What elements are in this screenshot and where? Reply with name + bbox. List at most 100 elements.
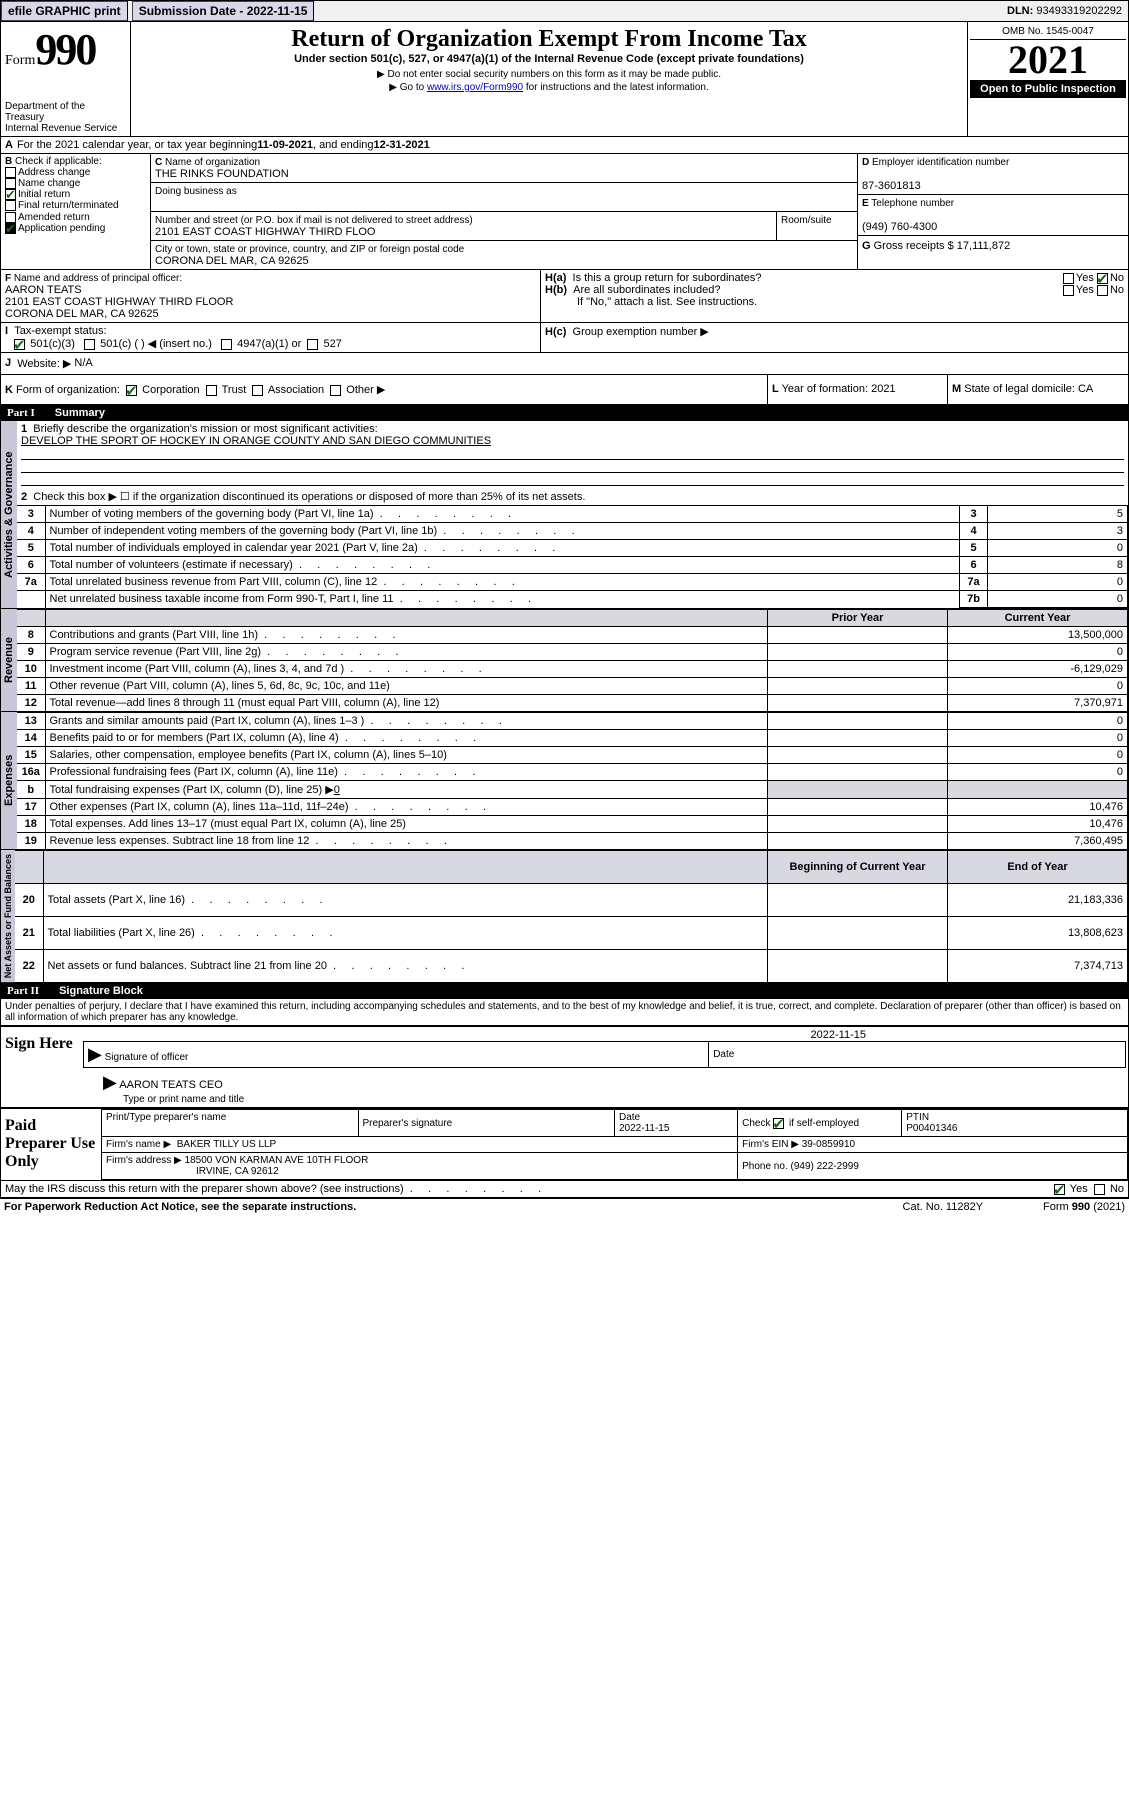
line22-label: Net assets or fund balances. Subtract li…: [48, 960, 465, 972]
dln-value: 93493319202292: [1036, 5, 1122, 17]
f-label: Name and address of principal officer:: [14, 273, 182, 284]
tab-expenses: Expenses: [1, 712, 17, 849]
ein-value: 87-3601813: [862, 180, 921, 192]
check-final-return[interactable]: [5, 200, 16, 211]
line22-value: 7,374,713: [948, 950, 1128, 982]
ptin-label: PTIN: [906, 1112, 929, 1123]
check-other[interactable]: [330, 385, 341, 396]
line16b-value: 0: [334, 784, 340, 796]
check-self-employed[interactable]: [773, 1118, 784, 1129]
part1-bar: Part I Summary: [0, 405, 1129, 421]
line10-label: Investment income (Part VIII, column (A)…: [50, 663, 482, 675]
type-name-label: Type or print name and title: [103, 1094, 244, 1105]
yes-label: Yes: [1076, 272, 1094, 284]
hb-no[interactable]: [1097, 285, 1108, 296]
yes-label-2: Yes: [1076, 284, 1094, 296]
firm-phone-label: Phone no.: [742, 1161, 788, 1172]
paid-preparer-block: Paid Preparer Use Only Print/Type prepar…: [0, 1108, 1129, 1181]
line3-label: Number of voting members of the governin…: [50, 508, 512, 520]
line1-label: Briefly describe the organization's miss…: [33, 423, 377, 435]
j-label: Website: ▶: [17, 357, 71, 370]
d-label: Employer identification number: [872, 157, 1009, 168]
check-self-post: if self-employed: [789, 1118, 859, 1129]
line3-value: 5: [988, 506, 1128, 523]
ha-yes[interactable]: [1063, 273, 1074, 284]
hb-yes[interactable]: [1063, 285, 1074, 296]
line11-label: Other revenue (Part VIII, column (A), li…: [50, 680, 390, 692]
prep-sig-label: Preparer's signature: [363, 1118, 453, 1129]
check-501c3[interactable]: [14, 339, 25, 350]
dln-label: DLN:: [1007, 5, 1033, 17]
check-corp[interactable]: [126, 385, 137, 396]
firm-addr2: IRVINE, CA 92612: [106, 1166, 279, 1177]
check-501c[interactable]: [84, 339, 95, 350]
line7a-value: 0: [988, 574, 1128, 591]
ptin-value: P00401346: [906, 1123, 957, 1134]
b-final: Final return/terminated: [18, 201, 119, 212]
k-corp: Corporation: [142, 384, 199, 396]
line5-label: Total number of individuals employed in …: [50, 542, 556, 554]
check-address-change[interactable]: [5, 167, 16, 178]
may-irs-yes[interactable]: [1054, 1184, 1065, 1195]
check-527[interactable]: [307, 339, 318, 350]
check-app-pending[interactable]: [5, 223, 16, 234]
col-current-year: Current Year: [948, 610, 1128, 627]
i-4947: 4947(a)(1) or: [237, 338, 301, 350]
phone-value: (949) 760-4300: [862, 221, 937, 233]
line20-value: 21,183,336: [948, 884, 1128, 917]
check-4947[interactable]: [221, 339, 232, 350]
i-527: 527: [323, 338, 341, 350]
b-name: Name change: [18, 178, 80, 189]
check-trust[interactable]: [206, 385, 217, 396]
org-address: 2101 EAST COAST HIGHWAY THIRD FLOO: [155, 226, 375, 238]
ha-no[interactable]: [1097, 273, 1108, 284]
line15-value: 0: [948, 747, 1128, 764]
col-beginning: Beginning of Current Year: [768, 851, 948, 884]
efile-print-button[interactable]: efile GRAPHIC print: [1, 1, 128, 21]
officer-name: AARON TEATS: [5, 284, 82, 296]
line7b-value: 0: [988, 591, 1128, 608]
form990-link[interactable]: www.irs.gov/Form990: [427, 82, 523, 93]
line7b-label: Net unrelated business taxable income fr…: [50, 593, 532, 605]
dept-treasury: Department of the Treasury: [5, 101, 126, 123]
year-formation: 2021: [871, 383, 895, 395]
open-to-public: Open to Public Inspection: [970, 80, 1126, 98]
may-irs-no[interactable]: [1094, 1184, 1105, 1195]
line16b-label: Total fundraising expenses (Part IX, col…: [50, 784, 334, 796]
tab-net-assets: Net Assets or Fund Balances: [1, 850, 15, 982]
g-label: Gross receipts $: [874, 240, 954, 252]
line18-label: Total expenses. Add lines 13–17 (must eq…: [50, 818, 406, 830]
hc-label: Group exemption number ▶: [573, 326, 709, 338]
line13-value: 0: [948, 713, 1128, 730]
b-title: Check if applicable:: [15, 156, 102, 167]
prep-name-label: Print/Type preparer's name: [106, 1112, 226, 1123]
check-assoc[interactable]: [252, 385, 263, 396]
hb-label: Are all subordinates included?: [573, 284, 720, 296]
line14-label: Benefits paid to or for members (Part IX…: [50, 732, 477, 744]
check-self-label: Check: [742, 1118, 770, 1129]
firm-addr1: 18500 VON KARMAN AVE 10TH FLOOR: [185, 1155, 369, 1166]
line21-value: 13,808,623: [948, 917, 1128, 950]
line9-value: 0: [948, 644, 1128, 661]
c-label: Name of organization: [165, 157, 260, 168]
part2-title: Signature Block: [59, 985, 143, 997]
tab-revenue: Revenue: [1, 609, 17, 711]
part1-title: Summary: [55, 407, 105, 419]
k-other: Other ▶: [346, 384, 385, 396]
line9-label: Program service revenue (Part VIII, line…: [50, 646, 399, 658]
fh-block: F Name and address of principal officer:…: [0, 270, 1129, 323]
line16a-value: 0: [948, 764, 1128, 781]
line8-label: Contributions and grants (Part VIII, lin…: [50, 629, 396, 641]
ha-label: Is this a group return for subordinates?: [573, 272, 762, 284]
line14-value: 0: [948, 730, 1128, 747]
firm-ein-label: Firm's EIN ▶: [742, 1139, 799, 1150]
no-label-2: No: [1110, 284, 1124, 296]
check-initial-return[interactable]: [5, 189, 16, 200]
col-end: End of Year: [948, 851, 1128, 884]
submission-date-button[interactable]: Submission Date - 2022-11-15: [132, 1, 315, 21]
form-title: Return of Organization Exempt From Incom…: [135, 26, 963, 53]
org-city: CORONA DEL MAR, CA 92625: [155, 255, 309, 267]
gross-receipts: 17,111,872: [957, 240, 1010, 252]
e-label: Telephone number: [871, 198, 954, 209]
line17-value: 10,476: [948, 799, 1128, 816]
